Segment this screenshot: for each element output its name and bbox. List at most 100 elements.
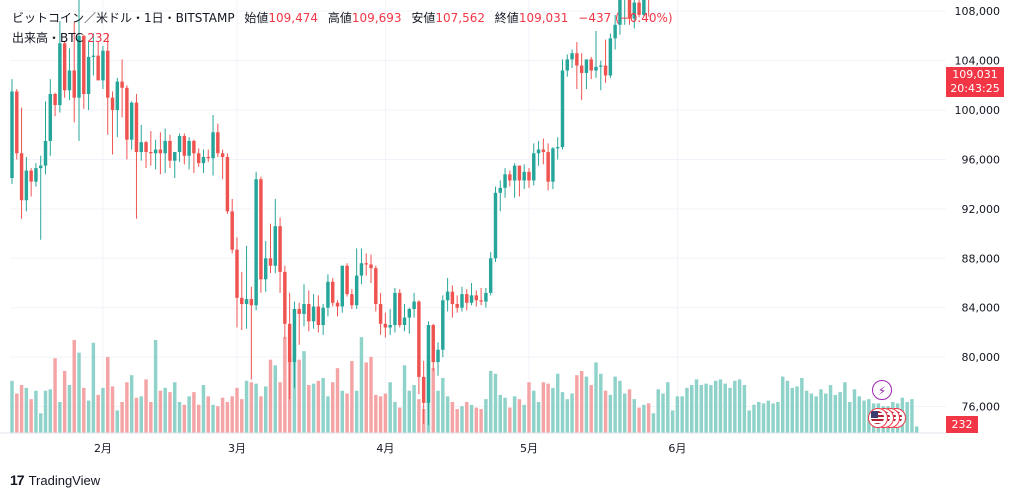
low-label: 安値 <box>411 11 436 25</box>
volume-bar <box>91 342 96 433</box>
time-tick-label: 6月 <box>668 442 686 455</box>
volume-bar <box>532 390 536 433</box>
volume-label[interactable]: 出来高・BTC <box>12 31 84 45</box>
volume-bar <box>225 401 230 433</box>
candle <box>302 284 306 327</box>
lightning-icon[interactable]: ⚡ <box>872 380 892 400</box>
candle <box>508 170 512 187</box>
volume-bar <box>273 365 278 433</box>
low-value: 107,562 <box>435 11 485 25</box>
candle <box>421 360 426 424</box>
candle <box>335 300 340 317</box>
volume-bar <box>541 382 546 433</box>
candle <box>249 286 254 380</box>
candle-body <box>469 295 474 303</box>
volume-bar <box>24 387 29 433</box>
candle <box>196 148 201 167</box>
volume-row: 出来高・BTC 232 <box>12 28 673 48</box>
candle-body <box>34 168 38 182</box>
candle <box>15 89 19 160</box>
volume-bar <box>460 406 464 433</box>
volume-bar <box>551 387 555 433</box>
price-tick-label: 100,000 <box>955 104 1001 117</box>
candle-body <box>517 165 522 181</box>
candle <box>268 223 273 274</box>
candle <box>263 241 268 292</box>
candle <box>469 283 474 306</box>
candle <box>106 33 110 135</box>
candle-body <box>541 149 546 153</box>
volume-bar <box>771 403 775 433</box>
volume-bar <box>852 389 857 433</box>
price-axis: 76,000 80,000 84,000 88,000 92,000 96,000 100,… <box>955 5 1001 413</box>
candle-body <box>173 152 177 161</box>
candle-body <box>110 97 115 111</box>
last-price-badge: 109,031 20:43:25 <box>946 67 1004 97</box>
volume-bar <box>321 378 325 433</box>
volume-bar <box>259 396 263 433</box>
volume-bar <box>307 385 311 433</box>
volume-bar <box>675 396 680 433</box>
candle-body <box>292 308 297 363</box>
candle-body <box>192 140 196 154</box>
candle <box>388 308 392 335</box>
candle <box>144 140 148 169</box>
volume-bar <box>733 380 737 433</box>
volume-bar <box>560 392 565 433</box>
volume-bar <box>445 396 450 433</box>
candle <box>455 295 459 313</box>
candle <box>527 168 531 188</box>
candle <box>240 271 244 330</box>
candle <box>62 40 67 98</box>
volume-value: 232 <box>87 31 111 45</box>
candle-body <box>503 174 507 188</box>
candle-body <box>431 325 435 363</box>
symbol-title[interactable]: ビットコイン／米ドル・1日・BITSTAMP <box>12 11 235 25</box>
candle-body <box>24 170 29 201</box>
volume-bar <box>10 380 14 433</box>
volume-bar <box>517 399 522 433</box>
candle <box>627 0 632 25</box>
candle <box>149 131 153 166</box>
candle <box>503 168 507 198</box>
volume-bar <box>761 403 766 433</box>
time-tick-label: 2月 <box>94 442 112 455</box>
candle <box>125 85 129 160</box>
candle-body <box>354 275 359 306</box>
candle-body <box>460 294 464 308</box>
volume-bar <box>58 401 62 433</box>
volume-bar <box>316 380 321 433</box>
candle <box>632 0 637 29</box>
price-tick-label: 88,000 <box>962 252 1001 265</box>
candle-body <box>225 156 230 212</box>
time-tick-label: 4月 <box>376 442 394 455</box>
candle-body <box>134 102 139 153</box>
volume-bar <box>804 390 809 433</box>
candle <box>522 164 526 190</box>
candle <box>642 0 646 17</box>
volume-bar <box>149 401 153 433</box>
volume-bar <box>340 390 345 433</box>
candle <box>374 265 378 312</box>
economic-events[interactable] <box>868 408 914 430</box>
candle-body <box>43 140 48 166</box>
candle <box>369 254 373 284</box>
candle-body <box>259 179 263 280</box>
candle <box>570 49 574 69</box>
volume-bar <box>263 386 268 433</box>
close-value: 109,031 <box>518 11 569 25</box>
tradingview-brand[interactable]: 17 TradingView <box>10 472 100 488</box>
volume-bar <box>187 396 191 433</box>
candle-body <box>311 306 316 322</box>
candle <box>259 176 263 293</box>
candle-body <box>551 148 555 182</box>
volume-bar <box>335 368 340 433</box>
candle-body <box>125 87 129 140</box>
candle <box>608 33 613 78</box>
candle-body <box>67 70 72 91</box>
candle-body <box>632 2 637 19</box>
volume-bar <box>383 393 388 433</box>
candle-body <box>465 294 469 303</box>
candle-body <box>484 292 488 302</box>
us-flag-icon[interactable] <box>868 408 888 428</box>
